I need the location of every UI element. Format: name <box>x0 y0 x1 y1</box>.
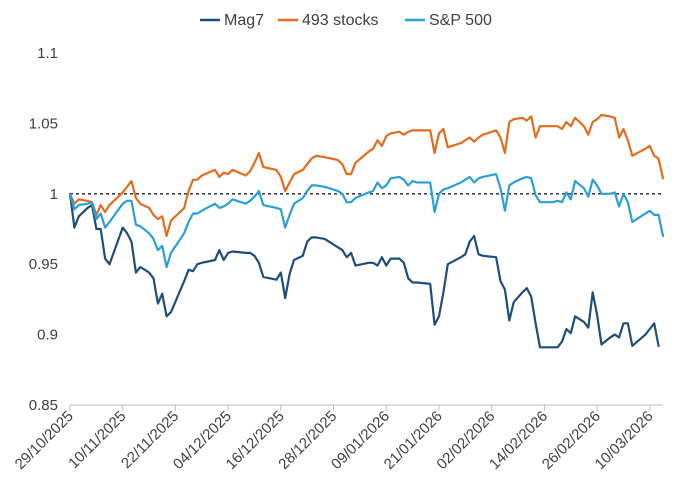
chart-legend: Mag7 493 stocks S&P 500 <box>200 12 492 29</box>
legend-label: Mag7 <box>224 12 264 29</box>
y-tick-label: 1.05 <box>29 115 58 132</box>
series-group <box>68 113 665 349</box>
series-line-mag7 <box>68 192 660 349</box>
y-tick-label: 0.9 <box>37 327 58 344</box>
x-axis: 29/10/202510/11/202522/11/202504/12/2025… <box>12 404 663 473</box>
legend-label: 493 stocks <box>302 12 378 29</box>
y-tick-label: 0.95 <box>29 256 58 273</box>
y-tick-label: 0.85 <box>29 397 58 414</box>
legend-label: S&P 500 <box>429 12 492 29</box>
y-axis: 0.85 0.9 0.95 1 1.05 1.1 <box>29 45 58 414</box>
series-line-s-p-500 <box>68 173 665 269</box>
series-line-493-stocks <box>68 113 665 238</box>
y-tick-label: 1 <box>50 186 58 203</box>
y-tick-label: 1.1 <box>37 45 58 62</box>
